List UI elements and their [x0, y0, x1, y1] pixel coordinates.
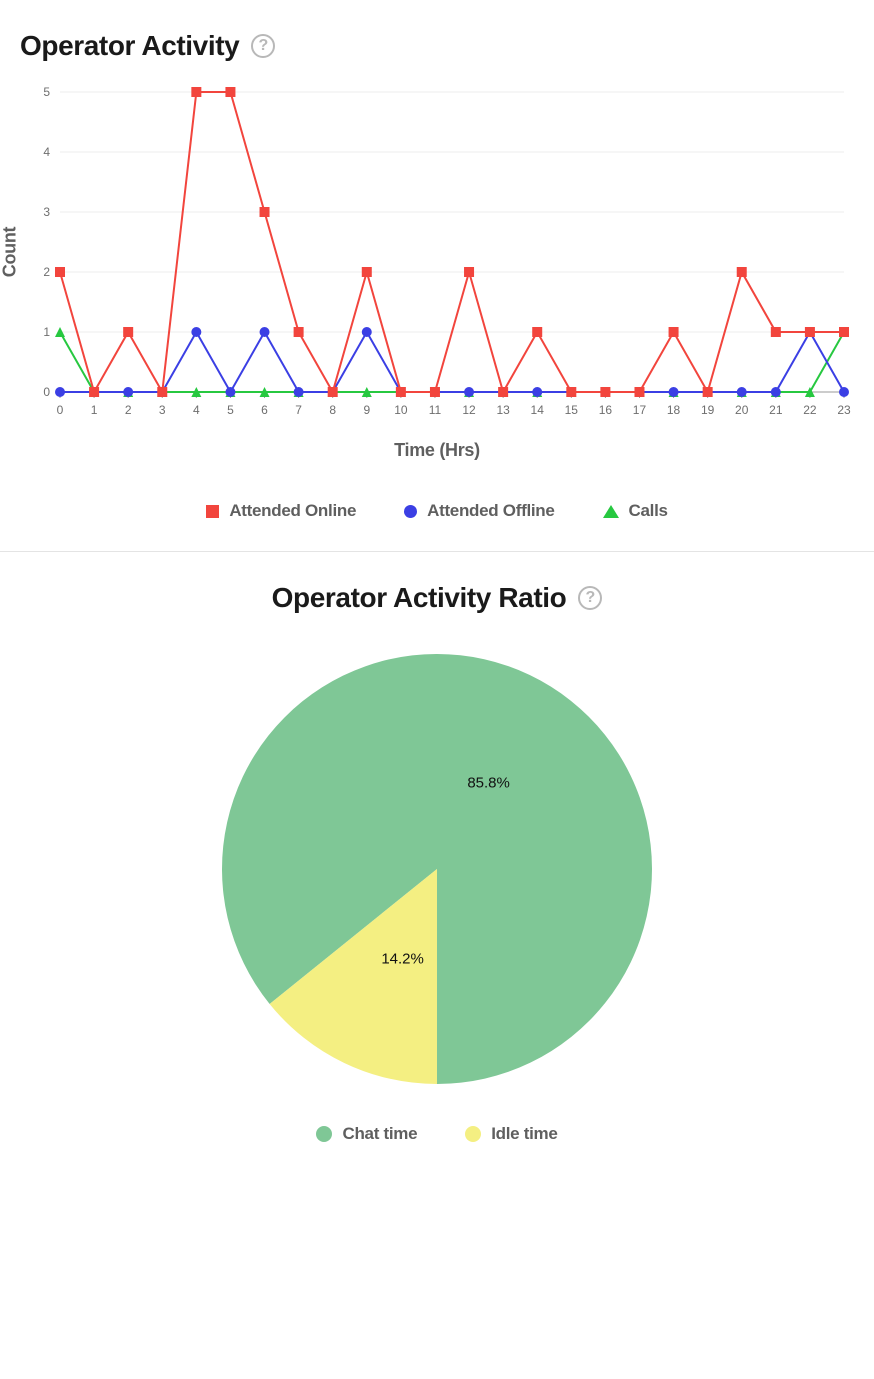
svg-text:12: 12 — [462, 403, 476, 417]
legend-item[interactable]: Calls — [603, 501, 668, 521]
operator-activity-ratio-title-row: Operator Activity Ratio ? — [20, 582, 854, 614]
line-chart: Count 0123450123456789101112131415161718… — [20, 72, 854, 432]
circle-icon — [404, 505, 417, 518]
triangle-icon — [603, 505, 619, 518]
svg-text:1: 1 — [91, 403, 98, 417]
help-icon[interactable]: ? — [251, 34, 275, 58]
svg-text:17: 17 — [633, 403, 647, 417]
svg-text:11: 11 — [429, 403, 442, 417]
svg-text:14: 14 — [531, 403, 545, 417]
square-icon — [206, 505, 219, 518]
svg-text:4: 4 — [193, 403, 200, 417]
x-axis-label: Time (Hrs) — [20, 440, 854, 461]
operator-activity-title-row: Operator Activity ? — [20, 30, 854, 62]
legend-label: Calls — [629, 501, 668, 521]
line-chart-legend: Attended Online Attended Offline Calls — [20, 501, 854, 521]
pie-chart-legend: Chat time Idle time — [20, 1124, 854, 1144]
help-icon[interactable]: ? — [578, 586, 602, 610]
legend-item[interactable]: Attended Online — [206, 501, 356, 521]
line-chart-svg: 0123450123456789101112131415161718192021… — [20, 72, 854, 432]
svg-text:8: 8 — [329, 403, 336, 417]
svg-text:5: 5 — [227, 403, 234, 417]
svg-text:21: 21 — [769, 403, 783, 417]
svg-text:15: 15 — [565, 403, 579, 417]
svg-text:10: 10 — [394, 403, 408, 417]
legend-label: Idle time — [491, 1124, 557, 1144]
legend-item[interactable]: Attended Offline — [404, 501, 554, 521]
svg-text:3: 3 — [43, 205, 50, 219]
legend-item[interactable]: Idle time — [465, 1124, 557, 1144]
pie-slice-label: 85.8% — [467, 775, 510, 792]
svg-text:23: 23 — [837, 403, 851, 417]
operator-activity-section: Operator Activity ? Count 01234501234567… — [0, 0, 874, 551]
svg-text:0: 0 — [57, 403, 64, 417]
svg-text:9: 9 — [363, 403, 370, 417]
legend-item[interactable]: Chat time — [316, 1124, 417, 1144]
legend-label: Chat time — [342, 1124, 417, 1144]
operator-activity-title: Operator Activity — [20, 30, 239, 62]
svg-text:19: 19 — [701, 403, 715, 417]
pie-chart-svg — [222, 654, 652, 1084]
y-axis-label: Count — [0, 227, 21, 277]
operator-activity-ratio-title: Operator Activity Ratio — [272, 582, 567, 614]
svg-text:6: 6 — [261, 403, 268, 417]
svg-text:2: 2 — [43, 265, 50, 279]
pie-slice-label: 14.2% — [381, 951, 424, 968]
svg-text:4: 4 — [43, 145, 50, 159]
svg-text:1: 1 — [43, 325, 50, 339]
legend-label: Attended Online — [229, 501, 356, 521]
circle-icon — [316, 1126, 332, 1142]
operator-activity-ratio-section: Operator Activity Ratio ? 85.8% 14.2% Cha… — [0, 552, 874, 1174]
circle-icon — [465, 1126, 481, 1142]
svg-text:18: 18 — [667, 403, 681, 417]
legend-label: Attended Offline — [427, 501, 554, 521]
svg-text:2: 2 — [125, 403, 132, 417]
svg-text:22: 22 — [803, 403, 817, 417]
svg-text:16: 16 — [599, 403, 613, 417]
svg-text:13: 13 — [496, 403, 510, 417]
svg-text:3: 3 — [159, 403, 166, 417]
svg-text:7: 7 — [295, 403, 302, 417]
svg-text:5: 5 — [43, 85, 50, 99]
svg-text:0: 0 — [43, 385, 50, 399]
pie-chart: 85.8% 14.2% — [222, 654, 652, 1084]
svg-text:20: 20 — [735, 403, 749, 417]
